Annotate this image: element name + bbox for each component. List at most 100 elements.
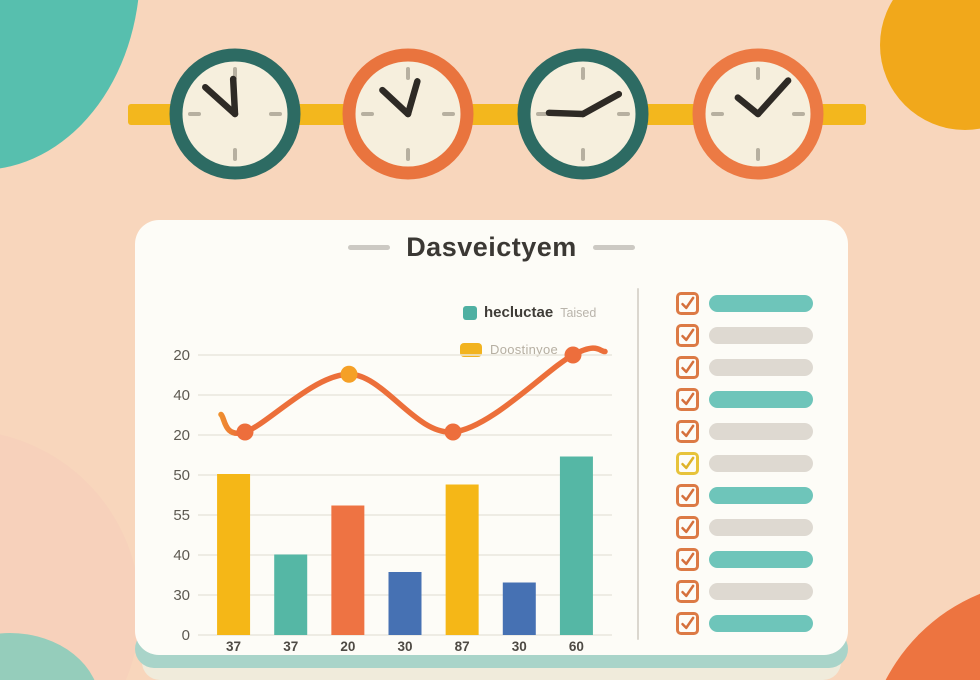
y-tick-label: 40 — [173, 387, 190, 404]
title-dash-right-icon — [592, 245, 635, 250]
checklist-row-9 — [676, 548, 813, 571]
page-title: Dasveictyem — [406, 232, 577, 262]
clock-2-icon — [341, 47, 475, 181]
check-icon — [681, 296, 695, 310]
legend-label-1: hecluctae — [484, 304, 554, 321]
x-tick-label: 30 — [397, 639, 412, 654]
checkbox-11[interactable] — [676, 612, 699, 635]
clock-hand — [754, 77, 792, 118]
clock-hand — [379, 86, 412, 118]
decor-blob-orange-bottom-right — [865, 580, 980, 680]
check-icon — [681, 520, 695, 534]
x-tick-label: 20 — [340, 639, 355, 654]
check-icon — [681, 488, 695, 502]
check-icon — [681, 552, 695, 566]
clock-1-icon — [168, 47, 302, 181]
y-tick-label: 50 — [173, 467, 190, 484]
bar-1 — [217, 474, 251, 635]
check-icon — [681, 456, 695, 470]
x-tick-label: 87 — [455, 639, 470, 654]
checkbox-8[interactable] — [676, 516, 699, 539]
y-tick-label: 40 — [173, 547, 190, 564]
checklist-pill-7 — [709, 487, 813, 504]
checkbox-2[interactable] — [676, 324, 699, 347]
checklist-pill-8 — [709, 519, 813, 536]
trend-line — [218, 345, 608, 437]
checkbox-6[interactable] — [676, 452, 699, 475]
timeline-bar — [128, 104, 866, 125]
check-icon — [681, 616, 695, 630]
clock-4-svg — [692, 48, 824, 180]
check-icon — [681, 584, 695, 598]
checklist-row-4 — [676, 388, 813, 411]
line-dot-3 — [444, 423, 462, 441]
legend-item-2: Doostinyoe — [460, 342, 558, 357]
line-dot-1 — [236, 423, 254, 441]
checkbox-7[interactable] — [676, 484, 699, 507]
clock-hand — [579, 90, 623, 118]
legend-label-2: Doostinyoe — [490, 342, 559, 357]
combo-chart: 20 40 20 50 55 40 30 0 37 37 20 30 87 30 60 — [173, 345, 612, 654]
x-tick-label: 37 — [283, 639, 298, 654]
y-tick-label: 55 — [173, 507, 190, 524]
check-icon — [681, 392, 695, 406]
clock-4-check-icon — [691, 47, 825, 181]
checklist-pill-9 — [709, 551, 813, 568]
decor-blob-teal-top-left — [0, 0, 140, 170]
bar-4 — [388, 572, 422, 635]
x-tick-label: 60 — [569, 639, 584, 654]
x-tick-label: 30 — [512, 639, 527, 654]
checklist-row-1 — [676, 292, 813, 315]
checklist-row-10 — [676, 580, 813, 603]
checklist-pill-4 — [709, 391, 813, 408]
vertical-divider — [637, 288, 639, 640]
bar-2 — [274, 554, 308, 635]
title-dash-left-icon — [348, 245, 391, 250]
clock-hand — [545, 109, 587, 118]
clock-hand — [229, 75, 239, 118]
clock-hand — [202, 83, 239, 118]
legend-sublabel-1: Taised — [560, 305, 597, 320]
checklist-row-2 — [676, 324, 813, 347]
checklist-pill-11 — [709, 615, 813, 632]
legend-item-1: hecluctae Taised — [463, 304, 596, 321]
checklist-pill-10 — [709, 583, 813, 600]
y-tick-label: 0 — [182, 627, 190, 644]
clock-hand — [734, 94, 762, 118]
legend-swatch-teal-icon — [463, 305, 477, 320]
clock-hand — [404, 78, 421, 118]
legend-swatch-yellow-icon — [460, 342, 482, 357]
decor-blob-yellow-top-right — [880, 0, 980, 130]
check-icon — [681, 328, 695, 342]
clock-3-icon — [516, 47, 650, 181]
checkbox-10[interactable] — [676, 580, 699, 603]
y-tick-label: 20 — [173, 347, 190, 364]
y-tick-label: 30 — [173, 587, 190, 604]
clock-3-svg — [517, 48, 649, 180]
y-tick-label: 20 — [173, 427, 190, 444]
dashboard-card: Dasveictyem hecluctae Taised Doostinyoe … — [135, 220, 848, 655]
bar-6 — [502, 582, 536, 635]
line-dot-2 — [340, 365, 358, 383]
card-title-row: Dasveictyem — [135, 232, 848, 263]
checklist-pill-3 — [709, 359, 813, 376]
checkbox-1[interactable] — [676, 292, 699, 315]
check-icon — [681, 424, 695, 438]
checklist-row-5 — [676, 420, 813, 443]
bar-7 — [559, 456, 593, 635]
bar-5 — [445, 484, 479, 635]
checkbox-4[interactable] — [676, 388, 699, 411]
checklist-pill-1 — [709, 295, 813, 312]
checklist-row-3 — [676, 356, 813, 379]
checklist-row-11 — [676, 612, 813, 635]
checkbox-5[interactable] — [676, 420, 699, 443]
checklist-pill-6 — [709, 455, 813, 472]
line-dot-4 — [564, 346, 582, 364]
checkbox-9[interactable] — [676, 548, 699, 571]
checklist-row-8 — [676, 516, 813, 539]
bar-3 — [331, 505, 365, 635]
checkbox-3[interactable] — [676, 356, 699, 379]
checklist — [676, 292, 813, 635]
clock-2-svg — [342, 48, 474, 180]
